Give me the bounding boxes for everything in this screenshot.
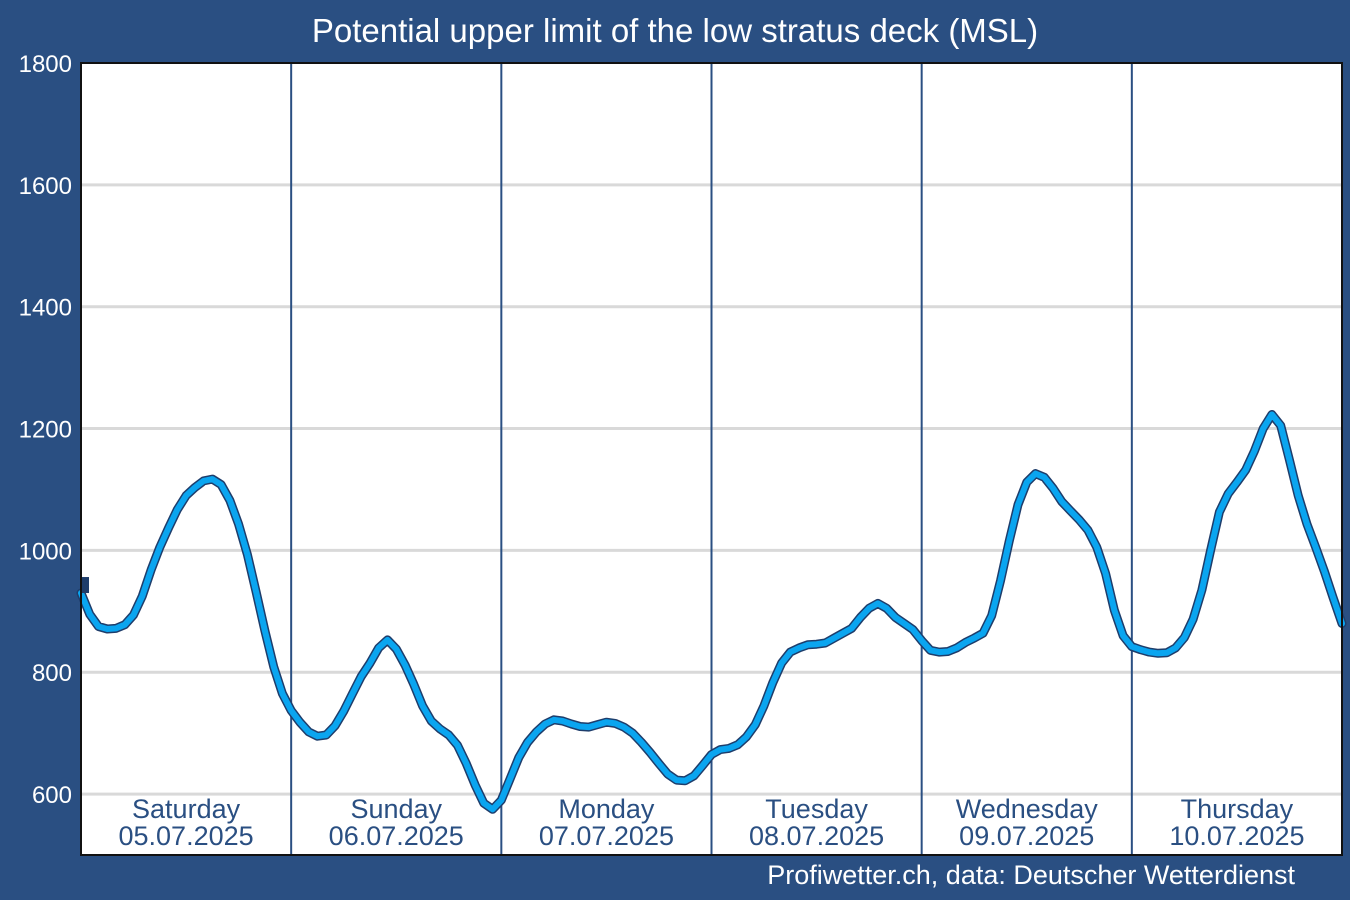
- series-line: [78, 411, 1345, 813]
- plot-border: [80, 62, 1343, 856]
- data-credit: Profiwetter.ch, data: Deutscher Wetterdi…: [767, 860, 1295, 890]
- y-tick-label: 1000: [19, 538, 72, 565]
- day-dividers: [290, 63, 1133, 855]
- day-date-label: 05.07.2025: [119, 821, 254, 851]
- y-tick-label: 1800: [19, 51, 72, 78]
- series-start-marker: [81, 577, 89, 594]
- day-name-label: Wednesday: [956, 794, 1099, 824]
- day-name-label: Thursday: [1181, 794, 1294, 824]
- day-name-label: Saturday: [132, 794, 241, 824]
- day-date-label: 08.07.2025: [749, 821, 884, 851]
- y-tick-label: 600: [32, 782, 72, 809]
- day-date-label: 07.07.2025: [539, 821, 674, 851]
- y-tick-label: 1400: [19, 295, 72, 322]
- day-name-label: Tuesday: [765, 794, 868, 824]
- y-tick-label: 1200: [19, 417, 72, 444]
- y-axis-ticks: 600 800 1000 1200 1400 1600 1800: [19, 51, 72, 809]
- day-date-label: 09.07.2025: [959, 821, 1094, 851]
- y-tick-label: 1600: [19, 173, 72, 200]
- chart-title: Potential upper limit of the low stratus…: [311, 12, 1039, 49]
- series-layer: [76, 410, 1347, 814]
- day-name-label: Monday: [558, 794, 655, 824]
- y-tick-label: 800: [32, 660, 72, 687]
- day-date-label: 06.07.2025: [329, 821, 464, 851]
- day-date-label: 10.07.2025: [1169, 821, 1304, 851]
- day-name-label: Sunday: [350, 794, 442, 824]
